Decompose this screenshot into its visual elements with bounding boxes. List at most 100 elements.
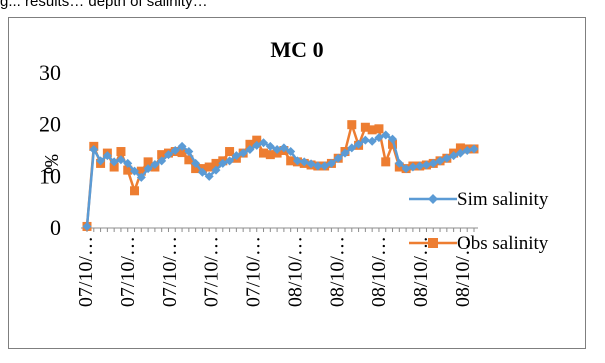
data-point [218,158,228,168]
y-axis: 0 10 20 30 [39,60,61,240]
y-tick-label: 20 [39,112,61,137]
data-point [462,146,472,155]
data-point [367,125,377,135]
data-point [265,141,275,151]
data-point [211,158,221,168]
data-point [279,143,289,153]
data-point [415,161,425,171]
data-point [204,171,214,181]
x-tick-label: 07/10/… [243,236,265,307]
data-point [170,146,180,155]
data-point [306,159,316,169]
data-point [381,157,391,167]
data-point [150,159,160,169]
data-point [347,120,357,130]
data-point [102,151,112,161]
data-point [116,147,126,157]
data-point [320,161,330,171]
data-point [340,148,350,158]
data-point [326,158,336,168]
data-point [245,139,255,149]
data-point [116,155,126,165]
x-tick-label: 08/10/… [410,236,432,307]
data-point [388,134,398,144]
data-point [143,164,153,174]
series-layer [82,120,479,231]
chart-frame: MC 0 ‰ 0 10 20 30 07/10/… 07/10/… 07/10/… 07/1… [8,17,586,349]
data-point [143,157,153,167]
data-point [123,158,133,168]
data-point [130,166,140,176]
data-point [354,139,364,149]
data-point [360,122,370,132]
data-point [130,186,140,196]
data-point [197,167,207,177]
data-point [347,143,357,153]
data-point [401,164,411,174]
x-tick-label: 07/10/… [201,236,223,307]
data-point [455,148,465,158]
x-tick-label: 07/10/… [75,236,97,307]
data-point [286,156,296,166]
chart-title: MC 0 [270,37,323,62]
data-point [408,162,418,172]
data-point [191,158,201,168]
data-point [204,162,214,172]
data-point [123,165,133,175]
data-point [272,144,282,154]
data-point [388,139,398,149]
data-point [177,148,187,158]
data-point [428,158,438,168]
x-axis: 07/10/… 07/10/… 07/10/… 07/10/… 07/10/… 08/10… [75,227,478,307]
data-point [96,156,106,166]
data-point [421,160,431,170]
x-tick-label: 08/10/… [326,236,348,307]
data-point [157,150,167,160]
data-point [245,144,255,154]
y-tick-label: 10 [39,163,61,188]
legend-item: Sim salinity [409,189,549,210]
data-point [252,140,262,150]
data-point [136,166,146,176]
y-axis-label: ‰ [40,154,62,174]
data-point [292,156,302,166]
data-point [109,157,119,167]
data-point [435,156,445,166]
legend-item: Obs salinity [409,233,549,254]
data-point [374,133,384,143]
data-point [238,148,248,158]
data-point [252,135,262,145]
data-point [184,155,194,165]
data-point [374,124,384,134]
data-point [313,161,323,171]
data-point [449,151,459,161]
data-point [381,130,391,140]
data-point [259,138,269,148]
data-point [157,156,167,166]
data-point [89,144,99,154]
data-point [469,144,479,154]
data-point [136,172,146,182]
data-point [394,158,404,168]
legend-marker [428,238,438,248]
x-tick-label: 08/10/… [284,236,306,307]
data-point [455,143,465,153]
data-point [231,151,241,161]
data-point [299,157,309,167]
x-tick-label: 07/10/… [159,236,181,307]
legend-label: Sim salinity [457,189,549,210]
data-point [360,135,370,145]
data-point [184,147,194,157]
data-point [286,147,296,157]
y-tick-label: 0 [50,215,61,240]
data-point [225,147,235,157]
legend: Sim salinity Obs salinity [409,189,549,254]
data-point [442,153,452,163]
data-point [265,150,275,160]
data-point [333,153,343,163]
data-point [109,162,119,172]
x-tick-label: 07/10/… [117,236,139,307]
data-point [191,164,201,174]
data-point [163,150,173,160]
